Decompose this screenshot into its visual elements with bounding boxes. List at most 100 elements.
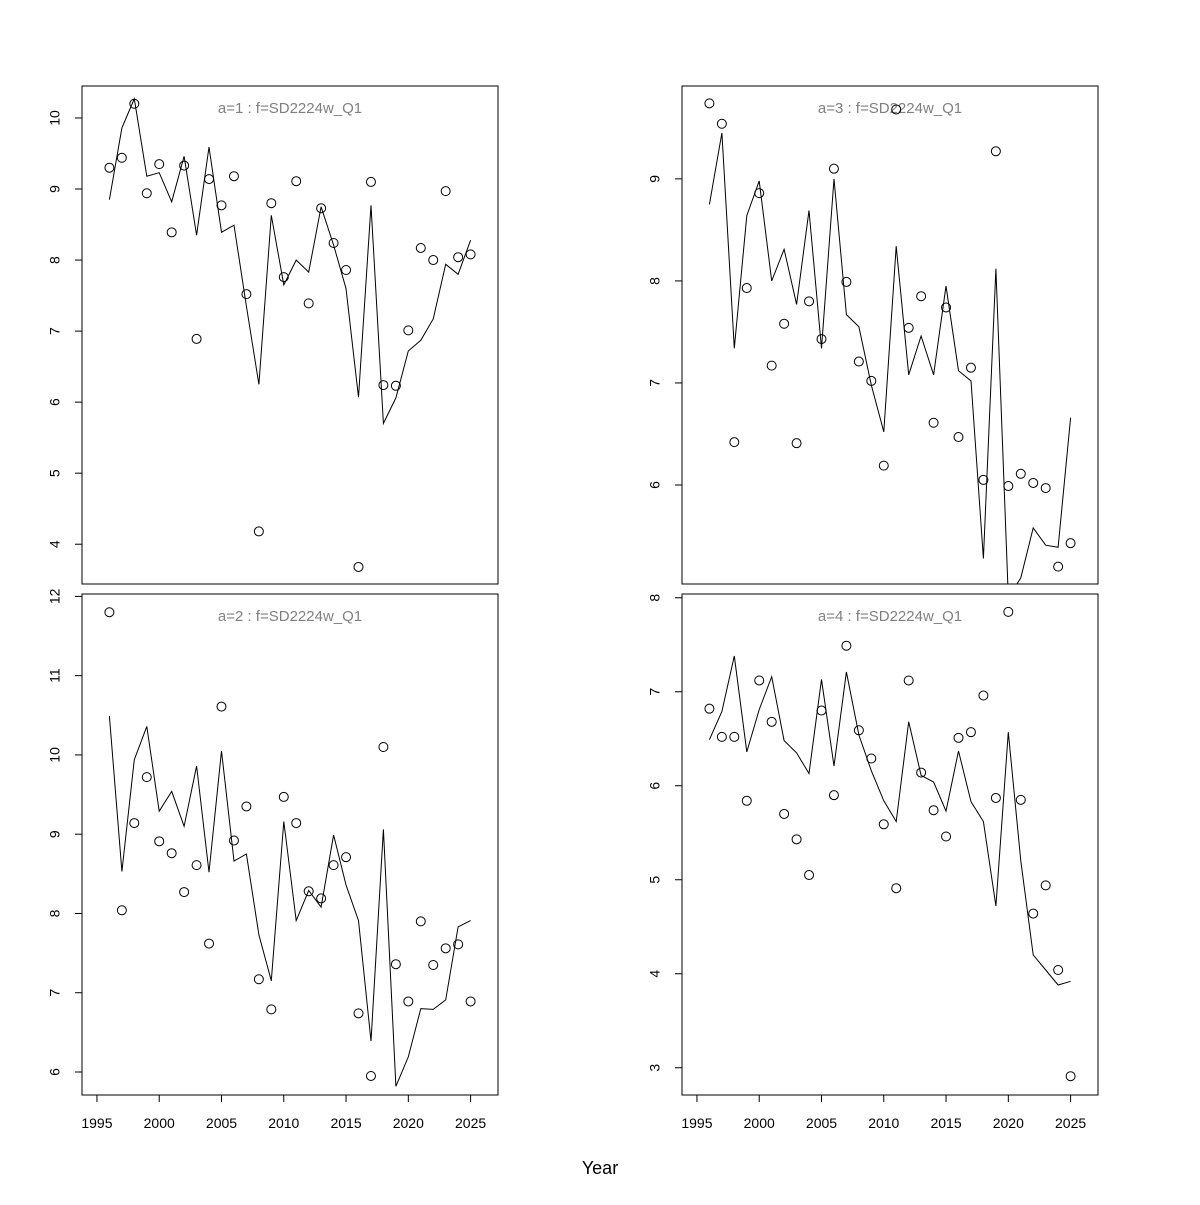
y-tick-label: 7 <box>647 688 663 696</box>
x-axis-label: Year <box>582 1158 618 1178</box>
observed-point <box>704 98 715 109</box>
observed-point <box>378 741 389 752</box>
observed-point <box>903 675 914 686</box>
x-axis: 1995 2000 2005 2010 2015 2020 2025 <box>81 1095 486 1131</box>
x-tick-label: 2025 <box>1055 1115 1086 1131</box>
panel-4: a=4 : f=SD2224w_Q1 3 4 5 6 7 8 1995 2000 2005 2010… <box>647 593 1099 1131</box>
x-tick-label: 2000 <box>144 1115 175 1131</box>
observed-point <box>978 690 989 701</box>
observed-point <box>754 188 765 199</box>
observed-point <box>266 1004 277 1015</box>
observed-point <box>729 731 740 742</box>
observed-point <box>191 860 202 871</box>
y-tick-label: 6 <box>47 398 63 406</box>
observed-point <box>465 249 476 260</box>
observed-point <box>291 818 302 829</box>
observed-point <box>779 808 790 819</box>
observed-point <box>741 795 752 806</box>
observed-point <box>291 176 302 187</box>
observed-point <box>916 291 927 302</box>
observed-point <box>328 860 339 871</box>
observed-point <box>440 186 451 197</box>
observed-point <box>316 203 327 214</box>
observed-point <box>1003 481 1014 492</box>
observed-point <box>816 705 827 716</box>
observed-point <box>941 831 952 842</box>
observed-point <box>341 264 352 275</box>
plot-frame <box>81 85 499 585</box>
y-axis: 4 5 6 7 8 9 10 <box>47 110 82 548</box>
observed-point <box>903 322 914 333</box>
observed-point <box>129 98 140 109</box>
observed-point <box>278 791 289 802</box>
observed-point <box>179 160 190 171</box>
observed-point <box>328 238 339 249</box>
observed-point <box>440 943 451 954</box>
observed-point <box>216 701 227 712</box>
observed-point <box>204 174 215 185</box>
observed-point <box>841 640 852 651</box>
y-tick-label: 11 <box>47 668 63 683</box>
observed-point <box>241 801 252 812</box>
panel-title: a=4 : f=SD2224w_Q1 <box>818 608 962 625</box>
observed-point <box>1040 483 1051 494</box>
observed-point <box>1053 964 1064 975</box>
observed-point <box>1015 794 1026 805</box>
observed-point <box>428 255 439 266</box>
observed-point <box>253 974 264 985</box>
observed-point <box>166 848 177 859</box>
y-tick-label: 8 <box>47 909 63 917</box>
observed-point <box>766 360 777 371</box>
observed-point <box>754 675 765 686</box>
y-tick-label: 3 <box>647 1064 663 1072</box>
observed-point <box>216 200 227 211</box>
plot-frame <box>681 85 1099 585</box>
fitted-line <box>708 655 1071 986</box>
panel-title: a=1 : f=SD2224w_Q1 <box>218 100 362 117</box>
observed-point <box>116 152 127 163</box>
y-tick-label: 7 <box>47 327 63 335</box>
observed-point <box>141 772 152 783</box>
observed-point <box>953 432 964 443</box>
observed-point <box>228 171 239 182</box>
observed-point <box>804 296 815 307</box>
plot-frame <box>81 593 499 1096</box>
observed-point <box>303 298 314 309</box>
y-tick-label: 8 <box>647 594 663 602</box>
plot-frame <box>681 593 1099 1096</box>
observed-point <box>191 333 202 344</box>
observed-point <box>1003 606 1014 617</box>
observed-point <box>791 834 802 845</box>
observed-point <box>453 939 464 950</box>
y-tick-label: 5 <box>647 876 663 884</box>
observed-point <box>928 417 939 428</box>
observed-point <box>204 938 215 949</box>
observed-point <box>1028 908 1039 919</box>
panel-title: a=2 : f=SD2224w_Q1 <box>218 608 362 625</box>
fitted-line <box>108 97 472 426</box>
observed-point <box>241 289 252 300</box>
observed-point <box>965 362 976 373</box>
y-tick-label: 8 <box>47 256 63 264</box>
y-tick-label: 4 <box>47 540 63 548</box>
observed-point <box>341 852 352 863</box>
observed-point <box>816 334 827 345</box>
observed-point <box>804 870 815 881</box>
observed-point <box>1015 468 1026 479</box>
observed-point <box>841 276 852 287</box>
observed-point <box>266 198 277 209</box>
fitted-line <box>708 132 1072 584</box>
y-tick-label: 7 <box>47 989 63 997</box>
y-tick-label: 9 <box>647 175 663 183</box>
observed-point <box>390 380 401 391</box>
observed-point <box>403 325 414 336</box>
observed-point <box>990 146 1001 157</box>
observed-point <box>179 887 190 898</box>
y-axis: 3 4 5 6 7 8 <box>647 594 682 1072</box>
x-axis: 1995 2000 2005 2010 2015 2020 2025 <box>681 1095 1086 1131</box>
observed-point <box>965 727 976 738</box>
observed-point <box>853 725 864 736</box>
observed-point <box>779 318 790 329</box>
y-tick-label: 6 <box>47 1068 63 1076</box>
